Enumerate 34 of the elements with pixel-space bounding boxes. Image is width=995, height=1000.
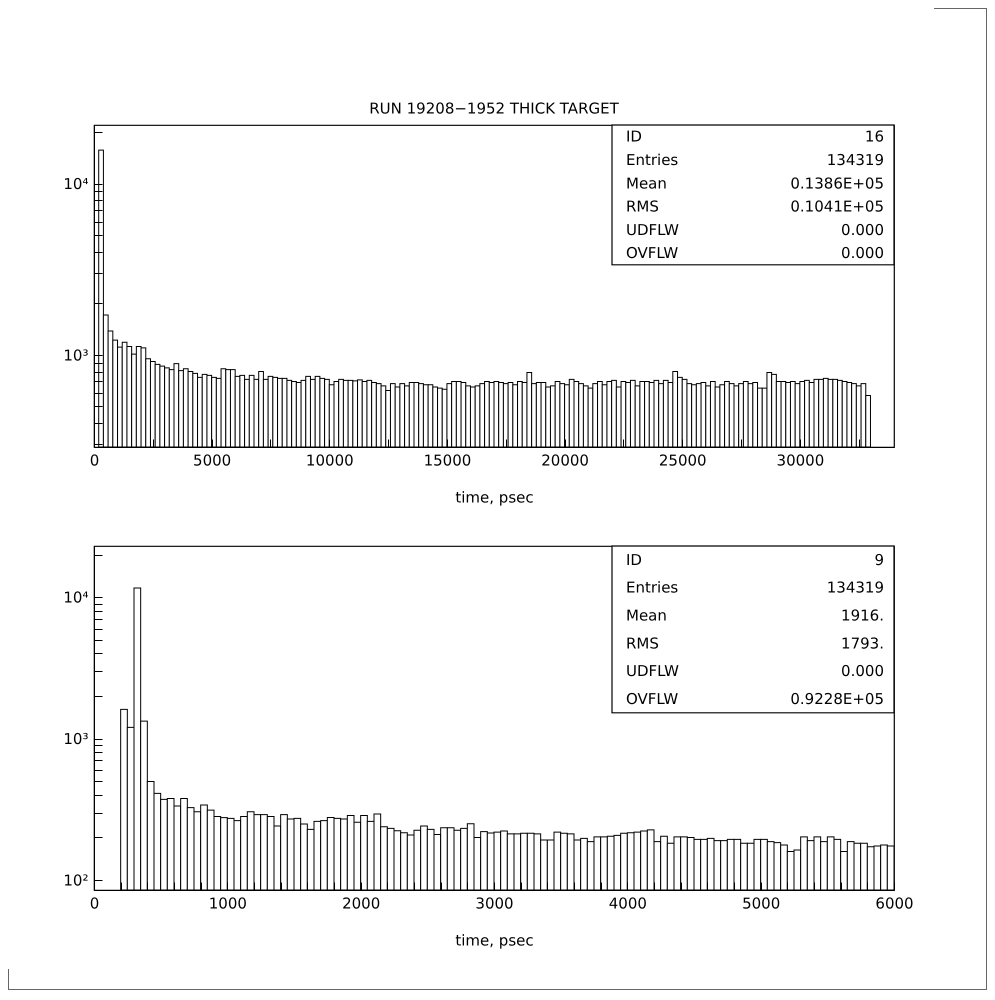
x-tick-label: 0: [90, 452, 100, 470]
y-tick-label: 10³: [63, 730, 88, 748]
text: RMS 1793.: [626, 634, 884, 652]
y-tick-label: 10⁴: [63, 175, 88, 194]
chart-title: RUN 19208−1952 THICK TARGET: [369, 99, 620, 118]
x-tick-label: 15000: [424, 452, 472, 470]
text: RMS 0.1041E+05: [626, 198, 884, 216]
x-axis-title: time, psec: [455, 932, 534, 950]
y-tick-label: 10⁴: [63, 588, 88, 607]
text: Entries 134319: [626, 150, 884, 169]
text: UDFLW 0.000: [626, 220, 884, 239]
x-tick-label: 2000: [342, 894, 380, 912]
x-tick-label: 1000: [208, 894, 247, 912]
x-tick-label: 5000: [193, 452, 232, 470]
text: Mean 0.1386E+05: [626, 174, 884, 192]
x-tick-label: 5000: [742, 894, 780, 912]
x-tick-label: 20000: [541, 452, 589, 470]
x-axis-title: time, psec: [455, 488, 534, 506]
x-tick-label: 30000: [776, 452, 824, 470]
x-tick-label: 4000: [608, 894, 647, 912]
text: OVFLW 0.000: [626, 244, 884, 262]
text: OVFLW 0.9228E+05: [626, 690, 884, 708]
text: Mean 1916.: [626, 606, 884, 624]
text: Entries 134319: [626, 578, 884, 597]
text: ID 9: [626, 550, 884, 569]
x-tick-label: 0: [90, 894, 100, 912]
x-tick-label: 3000: [475, 894, 514, 912]
text: ID 16: [626, 128, 884, 146]
x-tick-label: 10000: [306, 452, 354, 470]
y-tick-label: 10²: [63, 872, 88, 890]
x-tick-label: 25000: [658, 452, 707, 470]
y-tick-label: 10³: [63, 346, 88, 364]
text: UDFLW 0.000: [626, 662, 884, 680]
x-tick-label: 6000: [875, 894, 914, 912]
